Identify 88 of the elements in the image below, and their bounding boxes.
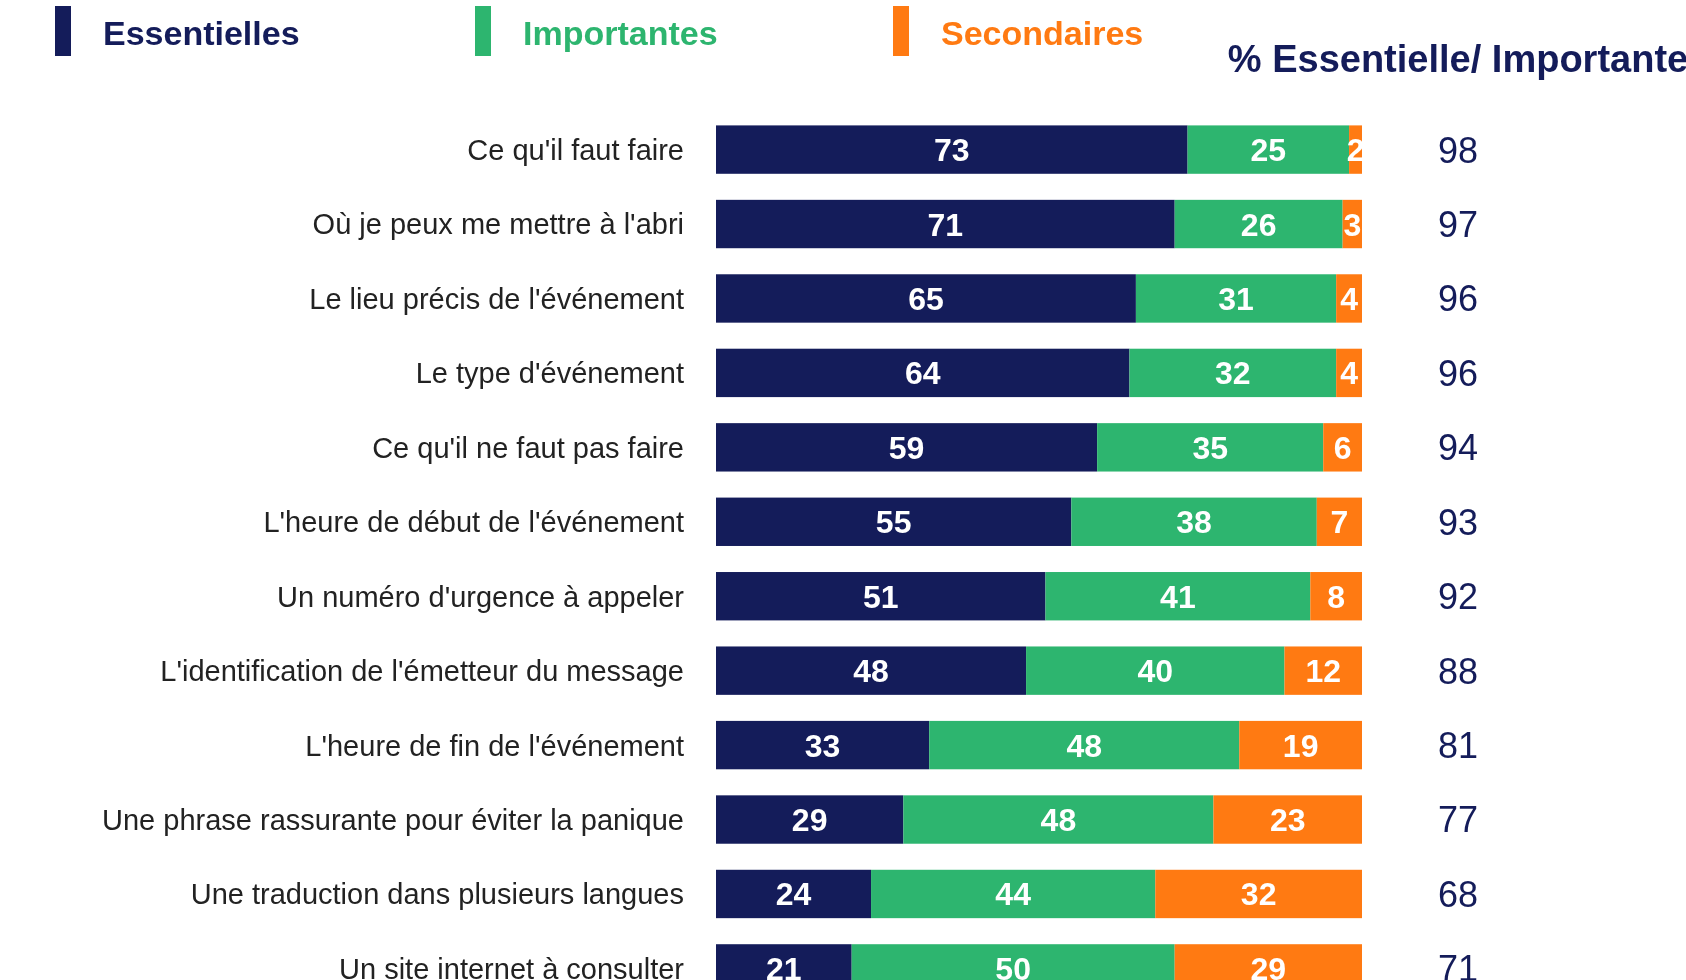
data-label: 40 xyxy=(1137,653,1174,690)
bar xyxy=(1174,199,1343,249)
bar xyxy=(716,348,1130,398)
data-label: 55 xyxy=(875,504,912,541)
data-label: 59 xyxy=(888,429,925,466)
y-tick-label: Un numéro d'urgence à appeler xyxy=(277,580,685,613)
text: 93 xyxy=(1437,501,1479,543)
data-label: 48 xyxy=(1066,727,1103,764)
bar xyxy=(716,497,1072,546)
bar xyxy=(1129,348,1337,398)
y-tick-label: Une phrase rassurante pour éviter la panique xyxy=(102,803,684,836)
data-label: 51 xyxy=(862,578,899,615)
data-label: 33 xyxy=(804,727,841,764)
y-tick-label: Un site internet à consulter xyxy=(339,952,685,980)
bar xyxy=(716,646,1027,695)
data-label: 32 xyxy=(1215,355,1251,392)
data-label: 3 xyxy=(1343,206,1362,243)
text: 68 xyxy=(1437,873,1479,915)
text: 81 xyxy=(1437,725,1479,767)
data-label: 29 xyxy=(791,802,828,839)
data-label: 41 xyxy=(1160,578,1196,615)
data-label: 38 xyxy=(1176,504,1212,541)
y-tick-label: Le type d'événement xyxy=(415,357,684,390)
legend-label: Importantes xyxy=(523,14,718,53)
y-tick-label: Ce qu'il faut faire xyxy=(467,134,684,167)
y-tick-label: Où je peux me mettre à l'abri xyxy=(312,208,684,241)
bar xyxy=(903,795,1214,844)
y-tick-label: L'heure de fin de l'événement xyxy=(305,729,684,762)
bar xyxy=(716,125,1188,174)
data-label: 32 xyxy=(1240,876,1277,913)
data-label: 35 xyxy=(1192,429,1228,466)
y-tick-label: L'heure de début de l'événement xyxy=(263,506,684,539)
bar xyxy=(1045,572,1311,621)
legend-label: Essentielles xyxy=(103,14,300,53)
data-label: 65 xyxy=(908,280,944,317)
bar xyxy=(929,720,1240,770)
data-label: 44 xyxy=(995,876,1032,913)
legend-label: Secondaires xyxy=(941,14,1144,53)
text: 96 xyxy=(1437,278,1479,320)
y-tick-label: L'identification de l'émetteur du message xyxy=(160,655,684,688)
bar xyxy=(1213,795,1362,844)
data-label: 48 xyxy=(853,653,889,690)
data-label: 24 xyxy=(775,876,812,913)
bar xyxy=(1026,646,1285,695)
data-label: 31 xyxy=(1218,280,1254,317)
bar xyxy=(1155,869,1362,919)
bar xyxy=(716,572,1046,621)
bar xyxy=(716,199,1175,249)
bar xyxy=(716,423,1098,472)
data-label: 6 xyxy=(1333,429,1352,466)
data-label: 64 xyxy=(904,355,941,392)
data-label: 71 xyxy=(927,206,964,243)
bar xyxy=(716,869,872,919)
y-tick-label: Une traduction dans plusieurs langues xyxy=(190,878,684,911)
y-tick-label: Ce qu'il ne faut pas faire xyxy=(372,431,684,464)
data-label: 4 xyxy=(1340,280,1359,317)
bar xyxy=(716,274,1136,323)
data-label: 21 xyxy=(766,950,802,980)
bar xyxy=(1135,274,1337,323)
bar xyxy=(1284,646,1362,695)
data-label: 26 xyxy=(1240,206,1277,243)
data-label: 19 xyxy=(1282,727,1319,764)
bar xyxy=(716,720,930,770)
data-label: 7 xyxy=(1330,504,1349,541)
bar xyxy=(1187,125,1350,174)
data-label: 4 xyxy=(1340,355,1359,392)
bar xyxy=(716,795,904,844)
y-tick-label: Le lieu précis de l'événement xyxy=(309,282,684,315)
text: 77 xyxy=(1437,799,1479,841)
text: 98 xyxy=(1437,129,1479,171)
data-label: 73 xyxy=(933,132,970,169)
data-label: 29 xyxy=(1250,950,1287,980)
text: 97 xyxy=(1437,203,1479,245)
data-label: 50 xyxy=(995,950,1031,980)
text: 96 xyxy=(1437,352,1479,394)
data-label: 23 xyxy=(1269,802,1306,839)
data-label: 48 xyxy=(1040,802,1077,839)
text: 94 xyxy=(1437,427,1479,469)
bar xyxy=(1071,497,1317,546)
text: 92 xyxy=(1437,576,1479,618)
bar xyxy=(1316,497,1362,546)
data-label: 8 xyxy=(1327,578,1346,615)
data-label: 25 xyxy=(1250,132,1287,169)
bar xyxy=(1239,720,1362,770)
bar xyxy=(871,869,1156,919)
data-label: 12 xyxy=(1305,653,1342,690)
bar xyxy=(1097,423,1324,472)
text: 88 xyxy=(1437,650,1479,692)
